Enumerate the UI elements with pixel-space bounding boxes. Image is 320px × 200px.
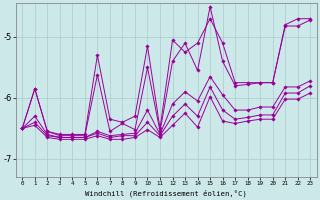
X-axis label: Windchill (Refroidissement éolien,°C): Windchill (Refroidissement éolien,°C) (85, 189, 247, 197)
